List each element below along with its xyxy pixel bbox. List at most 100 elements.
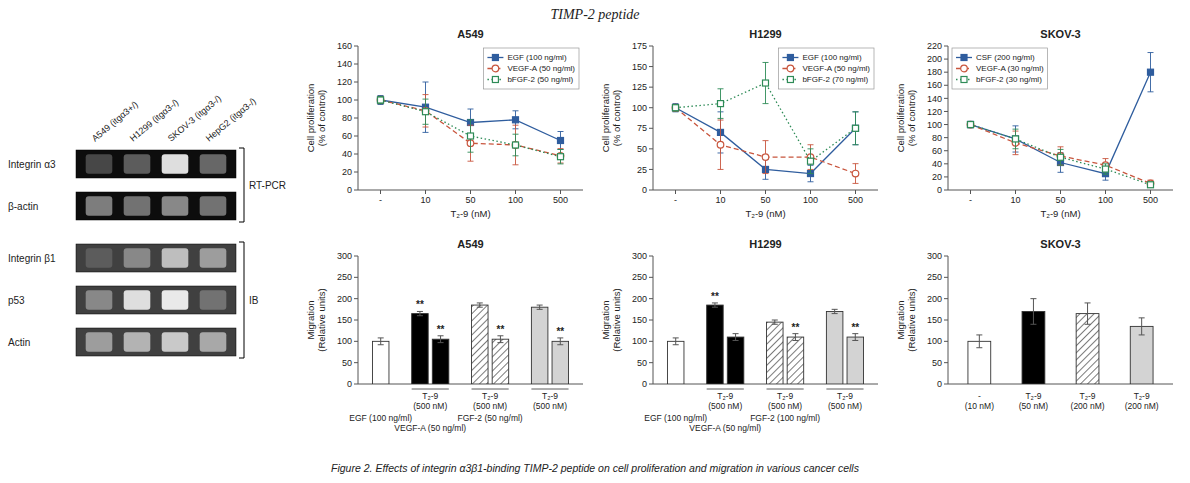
y-tick-label-line: 150 — [632, 62, 647, 72]
error-cap — [763, 179, 769, 180]
y-axis-label-line: Cell proliferation — [305, 84, 316, 153]
row-label-line: p53 — [8, 295, 25, 306]
x-tick — [1060, 190, 1061, 194]
chart-title: SKOV-3 — [1040, 28, 1080, 40]
error-bar — [1103, 164, 1109, 174]
category-label-line: (500 nM) — [708, 401, 742, 411]
y-tick — [649, 362, 653, 363]
error-cap — [1058, 165, 1064, 166]
error-cap — [417, 311, 423, 312]
legend-marker — [492, 77, 498, 83]
blot-band — [162, 248, 189, 268]
category-label: T₂-9(500 nM) — [473, 391, 507, 411]
y-tick — [944, 46, 948, 47]
error-bar — [852, 334, 858, 341]
row-group-label: IB — [249, 295, 259, 306]
legend-label-line: EGF (100 ng/ml) — [802, 53, 861, 62]
x-tick-label-line: 500 — [848, 195, 863, 205]
error-cap — [1058, 165, 1064, 166]
bar — [412, 314, 429, 384]
y-tick — [944, 150, 948, 151]
legend-item: VEGF-A (30 ng/ml) — [956, 64, 1044, 73]
y-tick — [649, 128, 653, 129]
y-tick-label: 120 — [337, 77, 352, 87]
group-bracket — [412, 389, 449, 390]
bar — [727, 337, 744, 384]
y-tick — [354, 64, 358, 65]
error-stem — [735, 334, 736, 341]
blot-band — [162, 154, 189, 174]
y-tick-label: 140 — [927, 94, 942, 104]
error-cap — [718, 88, 724, 89]
y-tick-label: 40 — [932, 159, 942, 169]
series-line — [676, 108, 856, 174]
x-tick — [1015, 190, 1016, 194]
blot-background — [76, 244, 236, 272]
plot-marks — [667, 303, 863, 384]
x-tick — [675, 190, 676, 194]
y-tick-label-line: 80 — [342, 113, 352, 123]
y-axis-label: Cell proliferation(% of control) — [895, 84, 917, 153]
condition-label-line: VEGF-A (50 ng/ml) — [394, 423, 466, 433]
category-label: T₂-9(500 nM) — [768, 391, 802, 411]
row-label-line: β-actin — [8, 201, 38, 212]
error-cap — [792, 340, 798, 341]
error-cap — [468, 119, 474, 120]
blot-background — [76, 192, 236, 220]
condition-label: EGF (100 ng/ml) — [644, 413, 707, 423]
y-tick-label-line: 60 — [342, 131, 352, 141]
y-tick-label-line: 20 — [342, 167, 352, 177]
significance-label: ** — [851, 322, 859, 333]
category-label: T₂-9(500 nM) — [413, 391, 447, 411]
x-axis-line — [653, 384, 878, 385]
y-tick-label: 120 — [927, 107, 942, 117]
x-tick-label: 10 — [715, 195, 725, 205]
y-tick — [354, 362, 358, 363]
point — [1013, 136, 1019, 142]
y-tick — [649, 341, 653, 342]
error-cap — [1085, 324, 1091, 325]
plot-marks — [372, 303, 568, 384]
error-cap — [558, 131, 564, 132]
point — [513, 117, 519, 123]
row-label: p53 — [8, 295, 25, 306]
point — [762, 154, 769, 161]
error-cap — [537, 305, 543, 306]
chart-title: SKOV-3 — [1040, 238, 1080, 250]
legend-item: EGF (100 ng/ml) — [487, 53, 566, 62]
x-tick — [855, 190, 856, 194]
y-tick — [354, 154, 358, 155]
legend-label-line: VEGF-A (50 ng/ml) — [802, 64, 870, 73]
error-stem — [675, 338, 676, 345]
x-tick-label-line: 100 — [1098, 195, 1113, 205]
y-tick — [354, 100, 358, 101]
x-axis-label: T₂-9 (nM) — [1040, 208, 1080, 219]
legend-marker — [787, 77, 793, 83]
error-cap — [423, 94, 429, 95]
blot-band — [124, 248, 151, 268]
error-cap — [477, 307, 483, 308]
x-tick-label-line: 10 — [420, 195, 430, 205]
y-tick-label-line: 50 — [637, 358, 647, 368]
bar — [1076, 314, 1099, 384]
bar — [767, 322, 784, 384]
legend-label: EGF (100 ng/ml) — [802, 53, 861, 62]
legend-label-line: CSF (200 ng/ml) — [976, 53, 1035, 62]
group-bracket — [531, 389, 568, 390]
error-cap — [1103, 163, 1109, 164]
y-tick — [944, 190, 948, 191]
error-cap — [513, 110, 519, 111]
bar — [552, 341, 569, 384]
error-bar — [417, 311, 423, 315]
error-bar — [673, 104, 679, 111]
x-tick — [470, 190, 471, 194]
point — [1058, 154, 1064, 160]
bar-chart: SKOV-3050100150200250300Migration(Relati… — [895, 238, 1173, 411]
legend-marker — [961, 55, 967, 61]
series-line — [381, 100, 561, 156]
y-tick-label: 180 — [927, 67, 942, 77]
column-label-line: HepG2 (itgα3-/) — [204, 96, 258, 144]
point — [512, 142, 519, 149]
error-cap — [1030, 298, 1036, 299]
error-stem — [440, 336, 441, 343]
